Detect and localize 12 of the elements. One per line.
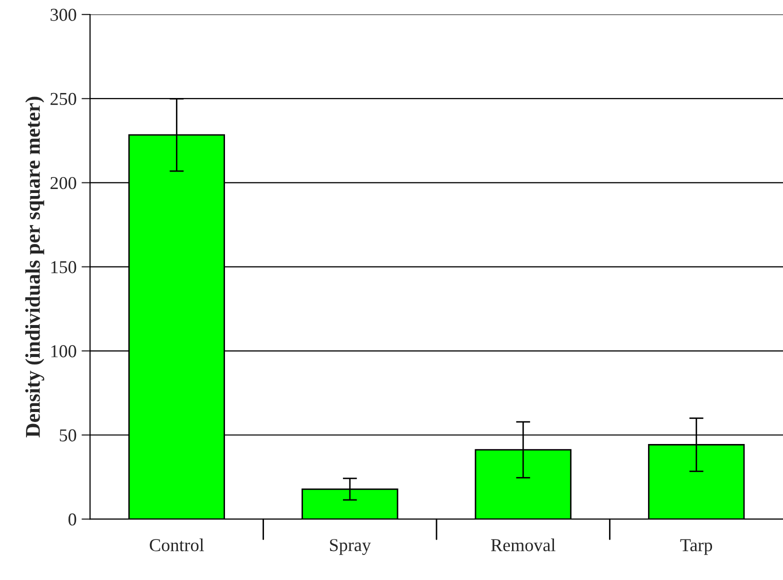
- y-tick-label: 250: [50, 92, 76, 106]
- x-tick-label: Control: [150, 538, 204, 552]
- y-tick-label: 100: [51, 345, 76, 358]
- y-tick-label: 150: [51, 261, 76, 274]
- y-tick-label: 50: [60, 429, 76, 442]
- y-tick-label: 0: [68, 513, 76, 526]
- y-axis-title: Density (individuals per square meter): [25, 96, 44, 438]
- x-tick-label: Tarp: [680, 539, 712, 555]
- y-tick-label: 200: [50, 176, 76, 190]
- y-tick-label: 300: [50, 8, 76, 21]
- x-tick-label: Removal: [491, 538, 556, 552]
- x-tick-label: Spray: [330, 539, 371, 555]
